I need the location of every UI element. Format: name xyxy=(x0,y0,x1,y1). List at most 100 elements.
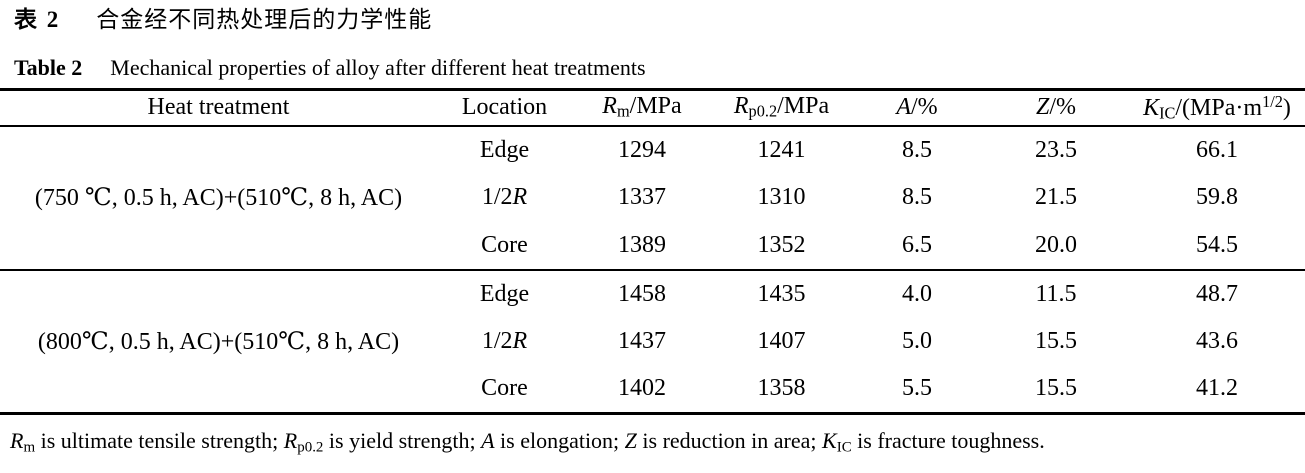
value-cell: 41.2 xyxy=(1196,375,1238,402)
value-cell: 1358 xyxy=(757,375,806,402)
text-segment: K xyxy=(822,428,837,453)
table-row: 1/2R 1337 1310 8.5 21.5 59.8 xyxy=(0,174,1305,222)
text-segment: Location xyxy=(461,94,548,121)
value-cell: 15.5 xyxy=(1035,328,1077,354)
text-segment: p0.2 xyxy=(748,102,778,122)
text-segment: /(MPa·m xyxy=(1175,95,1263,122)
text-segment: Core xyxy=(481,375,528,402)
table-row: (750 ℃, 0.5 h, AC)+(510℃, 8 h, AC) Edge … xyxy=(0,126,1305,212)
text-segment: 1/2 xyxy=(481,184,513,210)
text-segment: is elongation; xyxy=(494,428,625,453)
text-segment: /MPa xyxy=(629,93,682,120)
value-cell: 23.5 xyxy=(1035,136,1077,163)
table-title-zh-label: 表 2 xyxy=(14,7,61,32)
text-segment: A xyxy=(896,94,911,121)
text-segment: Z xyxy=(624,428,637,453)
value-cell: 48.7 xyxy=(1196,280,1238,307)
mechanical-properties-table: Heat treatment Location Rm/MPa Rp0.2/MPa… xyxy=(0,88,1305,415)
table-row: 1/2R 1437 1407 5.0 15.5 43.6 xyxy=(0,318,1305,366)
col-header-kic: KIC/(MPa·m1/2) xyxy=(1129,90,1305,126)
value-cell: 5.0 xyxy=(902,328,932,354)
treatment-group-800: (800℃, 0.5 h, AC)+(510℃, 8 h, AC) Edge 1… xyxy=(0,270,1305,414)
location-cell: Edge xyxy=(437,270,572,318)
text-segment: A xyxy=(481,428,495,453)
value-cell: 5.5 xyxy=(902,375,932,402)
table-footnote: Rm is ultimate tensile strength; Rp0.2 i… xyxy=(10,428,1305,460)
col-header-z-percent: Z/% xyxy=(983,90,1129,126)
text-segment: m xyxy=(23,439,36,456)
text-segment: R xyxy=(10,428,24,453)
treatment-group-750: (750 ℃, 0.5 h, AC)+(510℃, 8 h, AC) Edge … xyxy=(0,126,1305,270)
table-title-en: Table 2 Mechanical properties of alloy af… xyxy=(14,55,1305,81)
value-cell: 1352 xyxy=(757,231,806,258)
value-cell: 15.5 xyxy=(1035,375,1077,402)
col-header-heat-treatment: Heat treatment xyxy=(0,90,437,126)
value-cell: 1402 xyxy=(618,375,666,402)
text-segment: Core xyxy=(481,231,528,258)
value-cell: 59.8 xyxy=(1196,184,1238,210)
value-cell: 8.5 xyxy=(902,184,932,210)
text-segment: p0.2 xyxy=(297,439,324,456)
text-segment: /% xyxy=(1049,94,1077,121)
text-segment: 1/2 xyxy=(1262,91,1283,111)
value-cell: 66.1 xyxy=(1196,136,1238,163)
value-cell: 8.5 xyxy=(902,136,932,163)
text-segment: 1/2 xyxy=(481,328,513,354)
heat-treatment-cell: (750 ℃, 0.5 h, AC)+(510℃, 8 h, AC) xyxy=(34,185,403,211)
value-cell: 1294 xyxy=(618,136,666,163)
text-segment: is reduction in area; xyxy=(636,428,823,453)
value-cell: 20.0 xyxy=(1035,231,1077,258)
col-header-rp02: Rp0.2/MPa xyxy=(712,90,851,126)
table-row: Core 1402 1358 5.5 15.5 41.2 xyxy=(0,366,1305,414)
text-segment: Edge xyxy=(479,280,530,307)
text-segment: IC xyxy=(836,439,852,456)
location-cell: 1/2R xyxy=(437,174,572,222)
text-segment: is fracture toughness. xyxy=(851,428,1045,453)
location-cell: Edge xyxy=(437,126,572,174)
text-segment: ) xyxy=(1282,95,1291,122)
text-segment: is ultimate tensile strength; xyxy=(35,428,284,453)
text-segment: Z xyxy=(1035,94,1050,121)
text-segment: R xyxy=(283,428,298,453)
value-cell: 54.5 xyxy=(1196,231,1238,258)
value-cell: 1407 xyxy=(757,328,806,354)
text-segment: R xyxy=(512,184,528,210)
col-header-rm: Rm/MPa xyxy=(572,90,712,126)
text-segment: /MPa xyxy=(777,93,830,120)
text-segment: is yield strength; xyxy=(323,428,482,453)
value-cell: 11.5 xyxy=(1035,280,1077,307)
value-cell: 1241 xyxy=(757,136,806,163)
text-segment: /% xyxy=(911,94,938,121)
table-title-zh: 表 2 合金经不同热处理后的力学性能 xyxy=(14,6,1305,34)
text-segment: R xyxy=(733,93,749,120)
table-header-row: Heat treatment Location Rm/MPa Rp0.2/MPa… xyxy=(0,90,1305,126)
table-title-zh-text: 合金经不同热处理后的力学性能 xyxy=(96,7,433,32)
value-cell: 4.0 xyxy=(902,280,932,307)
text-segment: Heat treatment xyxy=(147,94,290,121)
text-segment: R xyxy=(512,328,528,354)
col-header-a-percent: A/% xyxy=(851,90,983,126)
text-segment: m xyxy=(616,102,630,122)
table-title-en-label: Table 2 xyxy=(14,55,83,80)
location-cell: 1/2R xyxy=(437,318,572,366)
location-cell: Core xyxy=(437,222,572,270)
heat-treatment-cell: (800℃, 0.5 h, AC)+(510℃, 8 h, AC) xyxy=(37,328,400,355)
value-cell: 1437 xyxy=(618,328,666,354)
text-segment: R xyxy=(602,93,617,120)
text-segment: Edge xyxy=(479,136,530,163)
value-cell: 1435 xyxy=(757,280,806,307)
value-cell: 6.5 xyxy=(902,231,932,258)
value-cell: 43.6 xyxy=(1196,328,1238,354)
table-header: Heat treatment Location Rm/MPa Rp0.2/MPa… xyxy=(0,90,1305,126)
value-cell: 1337 xyxy=(618,184,666,210)
table-title-en-text: Mechanical properties of alloy after dif… xyxy=(110,55,646,80)
value-cell: 21.5 xyxy=(1035,184,1077,210)
table-row: (800℃, 0.5 h, AC)+(510℃, 8 h, AC) Edge 1… xyxy=(0,270,1305,355)
text-segment: IC xyxy=(1159,103,1176,123)
value-cell: 1310 xyxy=(757,184,806,210)
location-cell: Core xyxy=(437,366,572,414)
table-row: Core 1389 1352 6.5 20.0 54.5 xyxy=(0,222,1305,270)
text-segment: K xyxy=(1143,95,1160,122)
value-cell: 1389 xyxy=(618,231,666,258)
value-cell: 1458 xyxy=(618,280,666,307)
